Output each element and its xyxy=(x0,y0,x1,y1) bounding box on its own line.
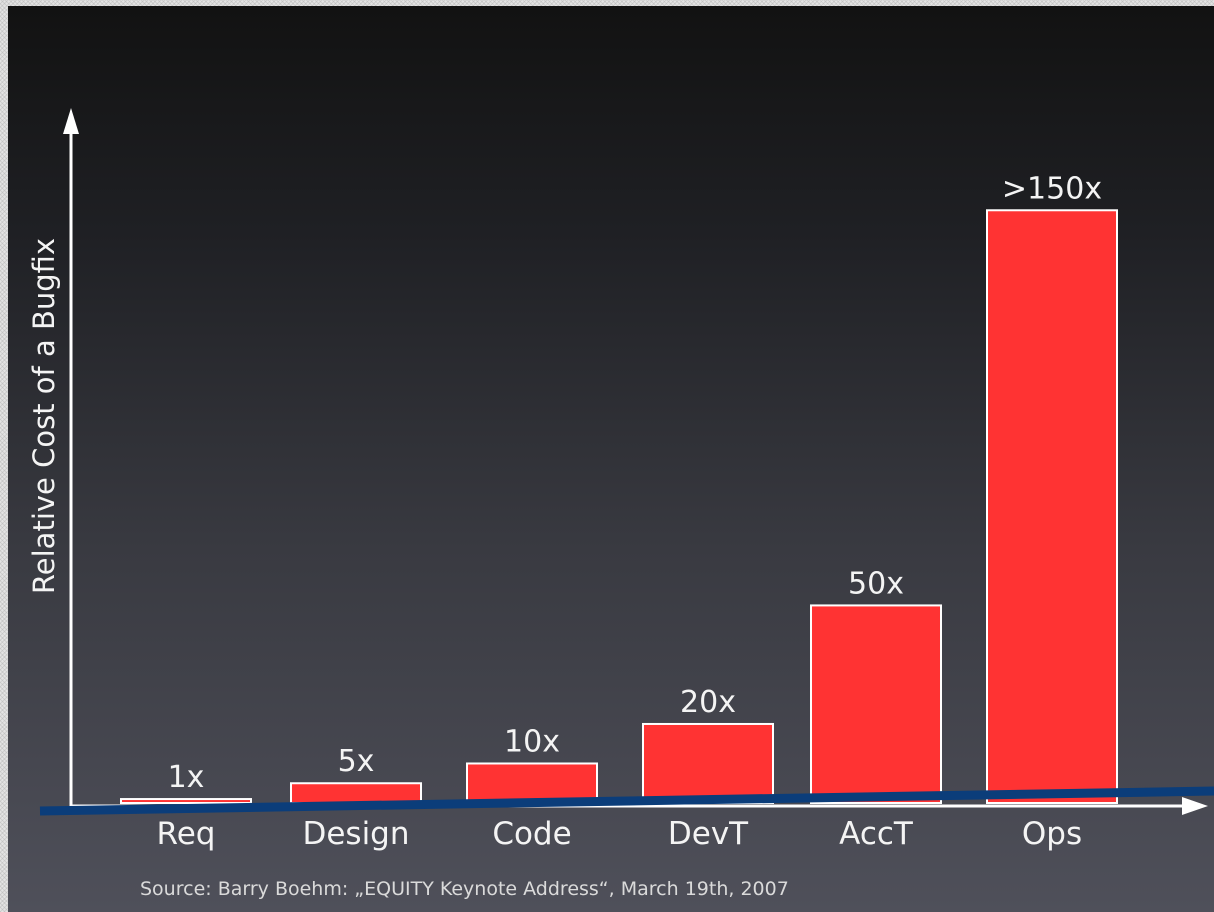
value-label-req: 1x xyxy=(168,760,205,795)
source-note: Source: Barry Boehm: „EQUITY Keynote Add… xyxy=(140,878,789,900)
value-label-design: 5x xyxy=(338,744,375,779)
value-label-code: 10x xyxy=(504,724,560,759)
category-label-devt: DevT xyxy=(668,816,749,852)
y-axis: Relative Cost of a Bugfix xyxy=(27,108,79,806)
value-label-devt: 20x xyxy=(680,685,736,720)
x-axis-arrowhead xyxy=(1182,797,1208,815)
value-label-acct: 50x xyxy=(848,566,904,601)
category-label-ops: Ops xyxy=(1022,816,1082,852)
value-label-ops: >150x xyxy=(1002,171,1102,206)
bars-group xyxy=(120,209,1118,805)
category-label-code: Code xyxy=(492,816,571,852)
bar-ops xyxy=(986,209,1118,805)
category-label-acct: AccT xyxy=(839,816,914,852)
overlay-baseline-stroke xyxy=(39,786,1214,816)
category-labels-group: Req Design Code DevT AccT Ops xyxy=(157,816,1083,852)
bar-code xyxy=(466,762,598,805)
bar-devt xyxy=(642,722,774,805)
category-label-req: Req xyxy=(157,816,216,852)
category-label-design: Design xyxy=(302,816,409,852)
y-axis-label: Relative Cost of a Bugfix xyxy=(27,238,61,594)
bar-req xyxy=(120,798,252,804)
bar-design xyxy=(290,782,422,805)
slide: Relative Cost of a Bugfix 1x 5x 10x 20x 50x >… xyxy=(8,6,1214,912)
value-labels-group: 1x 5x 10x 20x 50x >150x xyxy=(168,171,1103,795)
bar-chart: Relative Cost of a Bugfix 1x 5x 10x 20x 50x >… xyxy=(27,108,1214,852)
y-axis-arrowhead xyxy=(63,108,79,134)
bar-acct xyxy=(810,604,942,805)
